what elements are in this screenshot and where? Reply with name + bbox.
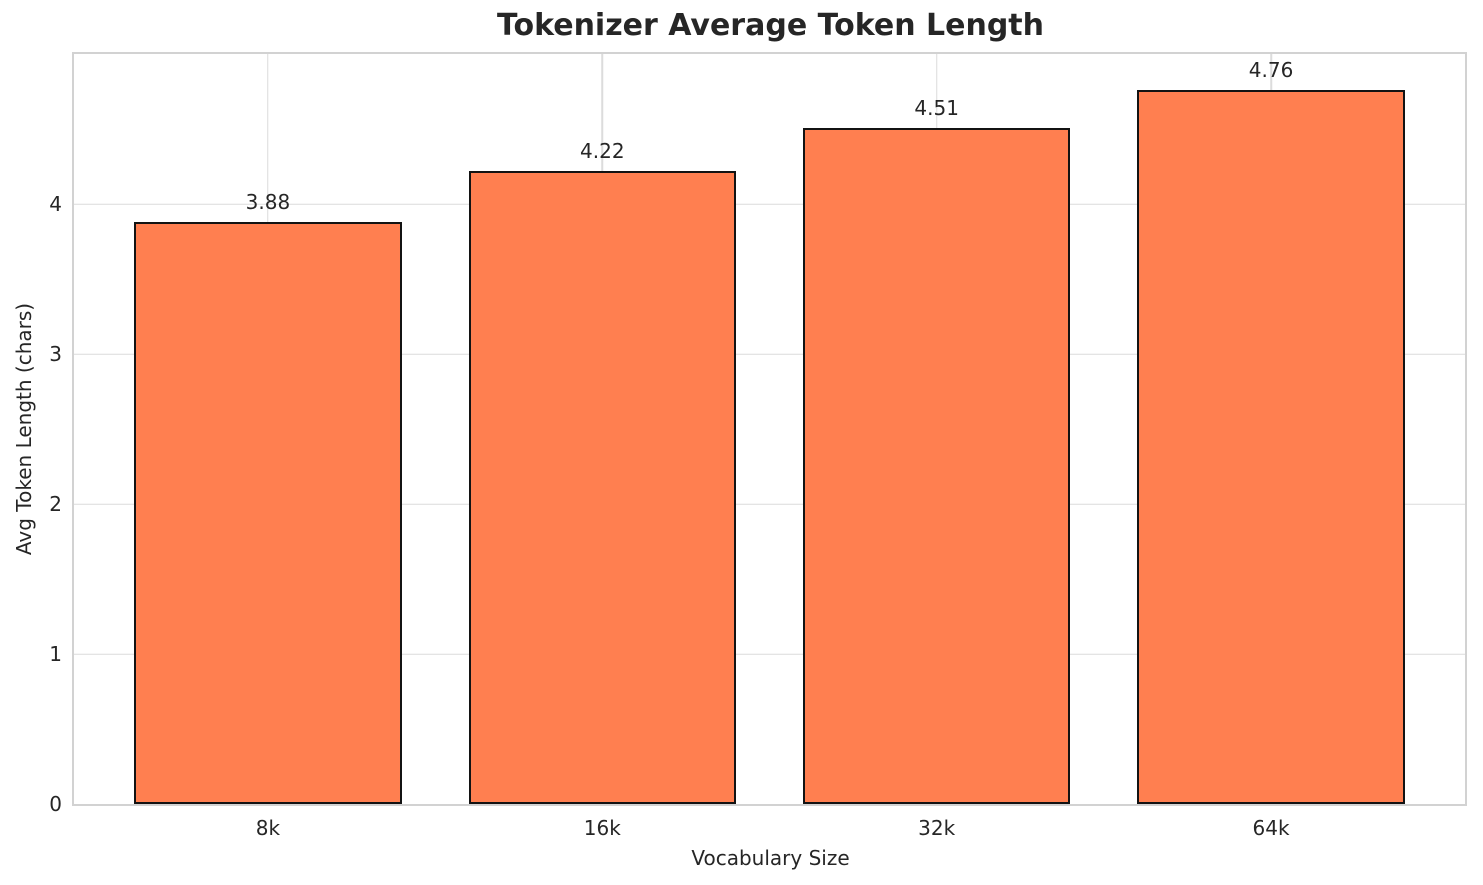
bar-64k	[1137, 90, 1405, 804]
x-tick-label-64k: 64k	[1252, 816, 1290, 840]
bar-value-label: 4.76	[1248, 58, 1294, 82]
bar-16k	[468, 171, 737, 804]
horizontal-gridline	[74, 503, 1465, 505]
y-tick-label: 1	[49, 642, 62, 666]
x-tick-label-16k: 16k	[583, 816, 621, 840]
bar-value-label: 3.88	[245, 190, 291, 214]
x-tick-label-32k: 32k	[918, 816, 956, 840]
bar-8k	[134, 222, 402, 804]
y-axis-label: Avg Token Length (chars)	[12, 302, 36, 556]
bar-value-label: 4.22	[580, 139, 625, 163]
horizontal-gridline	[74, 203, 1465, 205]
y-tick-label: 2	[49, 492, 62, 516]
y-tick-label: 4	[49, 192, 62, 216]
bar-32k	[802, 127, 1071, 804]
y-tick-label: 3	[49, 342, 62, 366]
horizontal-gridline	[74, 653, 1465, 655]
horizontal-gridline	[74, 353, 1465, 355]
bar-value-label: 4.51	[914, 95, 959, 120]
y-tick-label: 0	[49, 792, 62, 816]
plot-area: 0 1 2 3 4 3.88 8k 4.22 16k 4.51 32k 4.76 64k	[49, 52, 1467, 840]
x-tick-label-8k: 8k	[255, 816, 281, 840]
x-axis-label: Vocabulary Size	[691, 846, 850, 870]
chart-title: Tokenizer Average Token Length	[496, 8, 1044, 43]
